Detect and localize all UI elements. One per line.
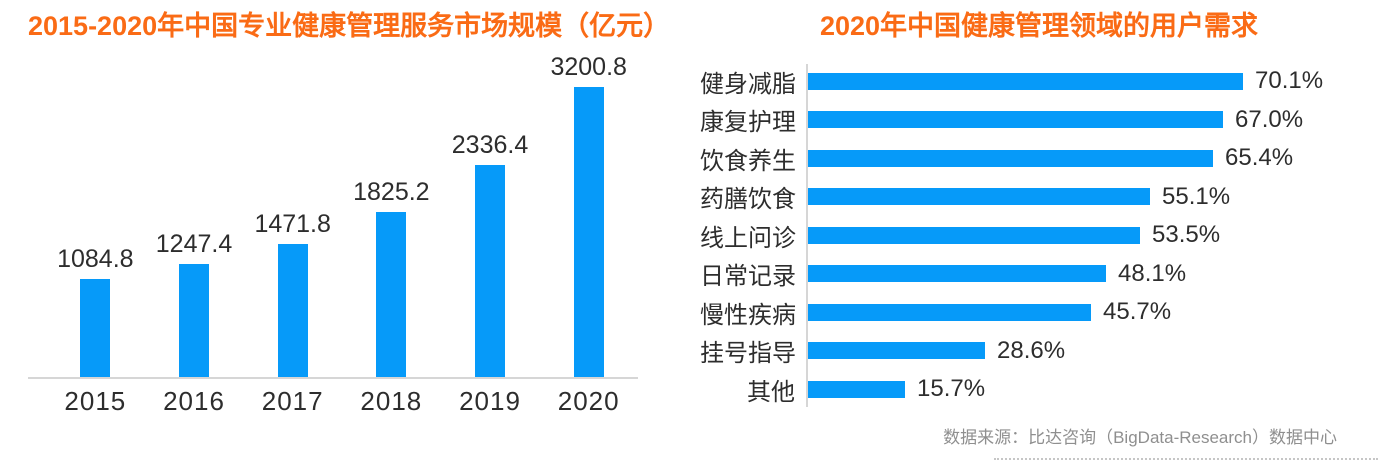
hbar-row: 挂号指导 28.6% bbox=[700, 332, 1378, 371]
user-demand-plot-area: 健身减脂 70.1% 康复护理 67.0% 饮食养生 65.4% 药膳饮食 55.1% 线上问诊… bbox=[700, 62, 1378, 409]
bar-column: 1471.8 bbox=[243, 210, 342, 377]
hbar-row: 慢性疾病 45.7% bbox=[700, 293, 1378, 332]
year-axis: 2015 2016 2017 2018 2019 2020 bbox=[28, 386, 638, 417]
hbar-track: 67.0% bbox=[795, 106, 1378, 134]
year-axis-label: 2018 bbox=[360, 386, 423, 416]
hbar-row: 康复护理 67.0% bbox=[700, 101, 1378, 140]
year-axis-label: 2015 bbox=[64, 386, 127, 416]
bar bbox=[573, 87, 604, 377]
bar-value-label: 1247.4 bbox=[155, 230, 233, 258]
bar-value-label: 1471.8 bbox=[254, 210, 331, 238]
hbar-category-label: 康复护理 bbox=[700, 109, 796, 137]
hbar-row: 其他 15.7% bbox=[700, 370, 1378, 409]
hbar bbox=[808, 188, 1150, 206]
hbar-track: 45.7% bbox=[795, 298, 1378, 326]
bar-value-label: 3200.8 bbox=[550, 53, 627, 81]
hbar bbox=[808, 303, 1091, 321]
hbar-category-label: 药膳饮食 bbox=[700, 186, 796, 214]
year-axis-label: 2020 bbox=[557, 386, 620, 416]
year-axis-label: 2016 bbox=[163, 386, 225, 416]
hbar-value-label: 48.1% bbox=[1118, 259, 1187, 287]
hbar bbox=[808, 265, 1106, 283]
right-chart-title: 2020年中国健康管理领域的用户需求 bbox=[819, 11, 1259, 41]
hbar-row: 饮食养生 65.4% bbox=[700, 139, 1378, 178]
hbar-category-label: 慢性疾病 bbox=[700, 301, 796, 329]
hbar-category-label: 挂号指导 bbox=[700, 340, 796, 368]
hbar bbox=[808, 111, 1223, 129]
bar bbox=[277, 244, 308, 377]
hbar-value-label: 15.7% bbox=[917, 375, 986, 403]
hbar bbox=[808, 380, 905, 398]
hbar-category-label: 日常记录 bbox=[700, 263, 796, 291]
hbar-category-label: 线上问诊 bbox=[700, 224, 796, 252]
hbar-track: 65.4% bbox=[795, 144, 1378, 172]
year-axis-label: 2019 bbox=[459, 386, 521, 416]
hbar-category-label: 健身减脂 bbox=[700, 70, 796, 98]
hbar-value-label: 55.1% bbox=[1162, 182, 1231, 210]
dotted-divider bbox=[994, 457, 1378, 460]
bar-column: 3200.8 bbox=[539, 53, 638, 377]
hbar-track: 28.6% bbox=[795, 337, 1378, 365]
hbar bbox=[808, 342, 985, 360]
hbar-value-label: 28.6% bbox=[997, 336, 1066, 364]
hbar-track: 53.5% bbox=[795, 221, 1378, 249]
bar bbox=[475, 165, 506, 377]
bar-column: 1247.4 bbox=[145, 230, 244, 377]
hbar bbox=[808, 226, 1140, 244]
hbar-category-label: 其他 bbox=[747, 378, 795, 406]
bar bbox=[376, 212, 407, 377]
hbar-row: 线上问诊 53.5% bbox=[700, 216, 1378, 255]
market-size-plot-area: 1084.8 1247.4 1471.8 1825.2 2336.4 3200.8 bbox=[28, 44, 638, 379]
bar bbox=[80, 279, 111, 377]
category-axis-line bbox=[806, 64, 808, 407]
year-axis-label: 2017 bbox=[261, 386, 324, 416]
bar-value-label: 1084.8 bbox=[57, 245, 134, 273]
hbar-track: 55.1% bbox=[795, 183, 1378, 211]
hbar-track: 70.1% bbox=[795, 67, 1378, 95]
hbar-category-label: 饮食养生 bbox=[700, 147, 796, 175]
market-size-chart: 2015-2020年中国专业健康管理服务市场规模（亿元） 1084.8 1247.… bbox=[28, 8, 671, 417]
hbar-track: 15.7% bbox=[795, 375, 1378, 403]
hbar-row: 日常记录 48.1% bbox=[700, 255, 1378, 294]
bar-value-label: 1825.2 bbox=[353, 178, 430, 206]
hbar-row: 药膳饮食 55.1% bbox=[700, 178, 1378, 217]
data-source-note: 数据来源：比达咨询（BigData-Research）数据中心 bbox=[943, 427, 1337, 447]
bar bbox=[179, 264, 209, 377]
hbar-track: 48.1% bbox=[795, 260, 1378, 288]
bar-column: 2336.4 bbox=[441, 131, 540, 377]
bar-column: 1084.8 bbox=[46, 245, 145, 377]
bar-column: 1825.2 bbox=[342, 178, 441, 377]
hbar-value-label: 45.7% bbox=[1103, 298, 1172, 326]
bar-value-label: 2336.4 bbox=[451, 131, 529, 159]
hbar-value-label: 70.1% bbox=[1255, 67, 1324, 95]
hbar-value-label: 65.4% bbox=[1225, 144, 1294, 172]
chart-footer: 数据来源：比达咨询（BigData-Research）数据中心 bbox=[700, 423, 1378, 460]
hbar-value-label: 53.5% bbox=[1152, 221, 1221, 249]
hbar bbox=[808, 149, 1213, 167]
user-demand-chart: 2020年中国健康管理领域的用户需求 健身减脂 70.1% 康复护理 67.0% 饮食养… bbox=[700, 8, 1378, 460]
hbar-value-label: 67.0% bbox=[1235, 105, 1304, 133]
hbar-row: 健身减脂 70.1% bbox=[700, 62, 1378, 101]
left-chart-title: 2015-2020年中国专业健康管理服务市场规模（亿元） bbox=[28, 11, 671, 41]
hbar bbox=[808, 72, 1243, 90]
